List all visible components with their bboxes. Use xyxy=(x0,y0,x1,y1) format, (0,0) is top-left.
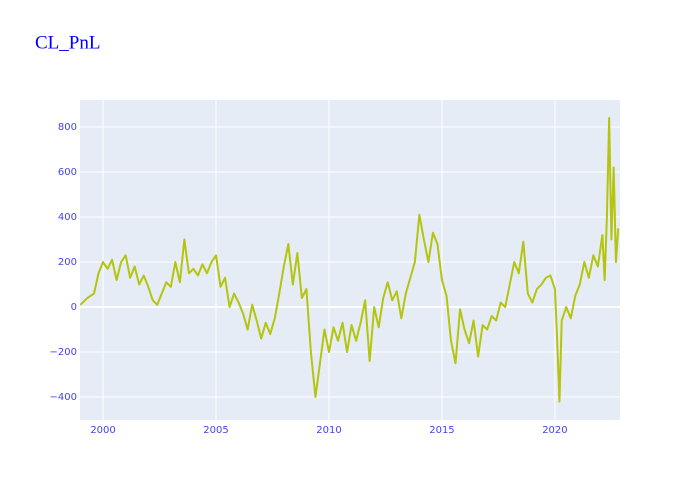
y-tick-label: 0 xyxy=(71,302,77,313)
y-tick-label: 600 xyxy=(58,167,77,178)
plot-area xyxy=(80,100,620,420)
x-tick-label: 2000 xyxy=(90,425,115,436)
x-tick-label: 2010 xyxy=(316,425,341,436)
y-tick-label: 200 xyxy=(58,257,77,268)
chart-title: CL_PnL xyxy=(35,32,100,53)
y-tick-label: −400 xyxy=(50,392,77,403)
y-tick-label: 400 xyxy=(58,212,77,223)
y-tick-label: −200 xyxy=(50,347,77,358)
x-tick-label: 2015 xyxy=(429,425,454,436)
x-tick-label: 2005 xyxy=(203,425,228,436)
data-line xyxy=(79,117,620,403)
y-tick-label: 800 xyxy=(58,122,77,133)
x-tick-label: 2020 xyxy=(542,425,567,436)
